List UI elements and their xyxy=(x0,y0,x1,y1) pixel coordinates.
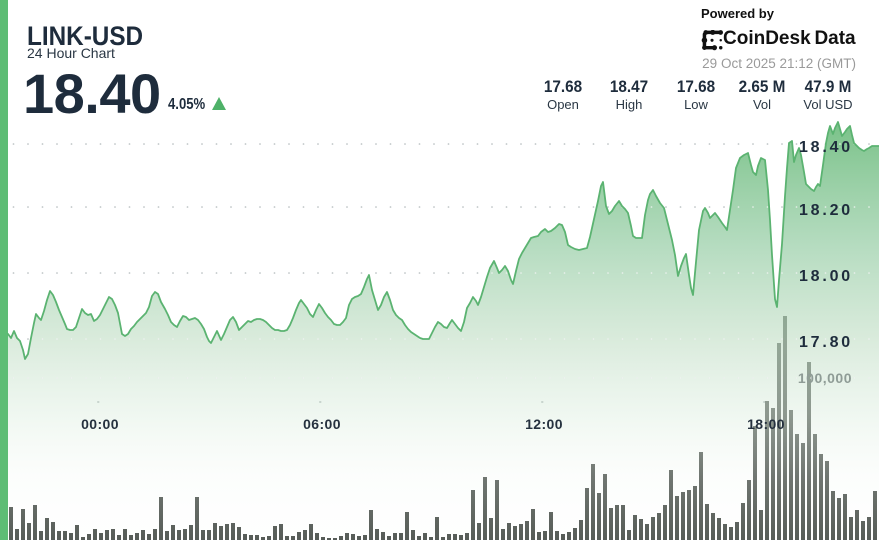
svg-text:00:00: 00:00 xyxy=(81,416,119,432)
svg-text:100,000: 100,000 xyxy=(798,370,852,386)
svg-text:17.80: 17.80 xyxy=(799,334,853,351)
svg-text:06:00: 06:00 xyxy=(303,416,341,432)
svg-text:18.00: 18.00 xyxy=(799,268,853,285)
svg-text:12:00: 12:00 xyxy=(525,416,563,432)
svg-text:18.40: 18.40 xyxy=(799,139,853,156)
svg-text:18.20: 18.20 xyxy=(799,202,853,219)
svg-text:18:00: 18:00 xyxy=(747,416,785,432)
